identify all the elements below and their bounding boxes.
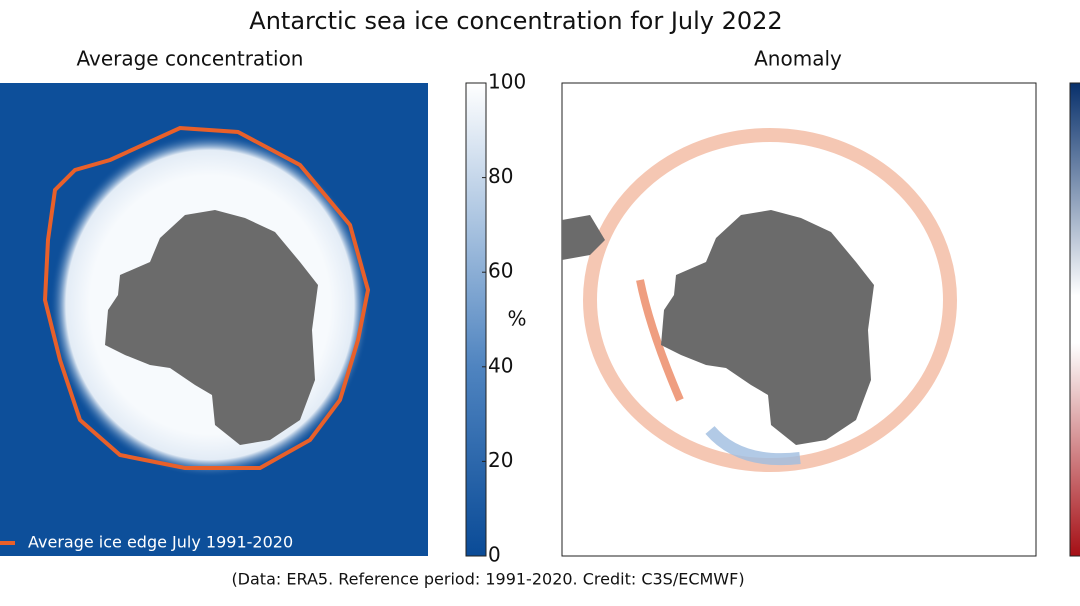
colorbar-tick-label: 80 <box>488 164 513 188</box>
legend-label: Average ice edge July 1991-2020 <box>28 533 293 552</box>
colorbar <box>465 82 487 557</box>
panel-title: Average concentration <box>76 47 303 71</box>
colorbar <box>1069 82 1080 557</box>
title: Antarctic sea ice concentration for July… <box>249 7 782 35</box>
credit: (Data: ERA5. Reference period: 1991-2020… <box>231 570 744 589</box>
colorbar-unit: % <box>507 307 526 331</box>
anomaly-neg <box>636 279 684 402</box>
anomaly-ring <box>583 128 957 472</box>
colorbar-tick-label: 20 <box>488 448 513 472</box>
colorbar-tick-label: 60 <box>488 259 513 283</box>
colorbar-tick-label: 0 <box>488 543 501 567</box>
ice-edge <box>42 125 371 470</box>
land <box>562 215 605 260</box>
colorbar-tick-label: 100 <box>488 70 526 94</box>
colorbar-tick-label: 40 <box>488 353 513 377</box>
panel-title: Anomaly <box>754 47 842 71</box>
anomaly-pos <box>705 425 801 466</box>
